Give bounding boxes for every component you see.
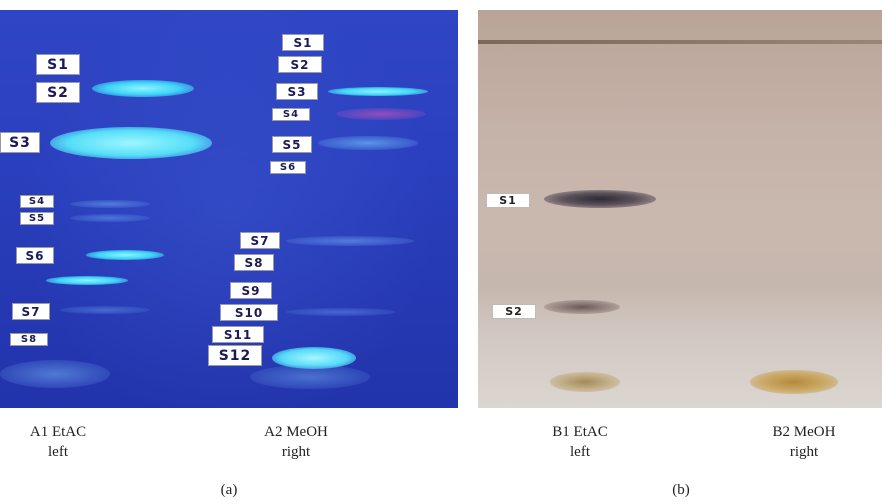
spot-a2-s5 bbox=[318, 136, 418, 150]
tlc-plate-b: S1 S2 bbox=[478, 10, 882, 408]
label-a2-s12: S12 bbox=[208, 345, 262, 366]
caption-b2-line2: right bbox=[789, 444, 819, 460]
caption-a2: A2 MeOH right bbox=[246, 422, 346, 462]
label-a2-s9: S9 bbox=[230, 282, 272, 299]
label-a2-s8: S8 bbox=[234, 254, 274, 271]
label-a1-s7: S7 bbox=[12, 303, 50, 320]
label-a2-s7: S7 bbox=[240, 232, 280, 249]
spot-b2-origin bbox=[750, 370, 838, 394]
caption-b2-line1: B2 MeOH bbox=[772, 424, 836, 440]
label-a2-s3: S3 bbox=[276, 83, 318, 100]
spot-a2-s12 bbox=[272, 347, 356, 369]
label-a1-s8: S8 bbox=[10, 333, 48, 346]
spot-a2-origin bbox=[250, 365, 370, 389]
label-a1-s6: S6 bbox=[16, 247, 54, 264]
caption-a1-line1: A1 EtAC bbox=[29, 424, 87, 440]
label-a2-s6: S6 bbox=[270, 161, 306, 174]
caption-b1-line2: left bbox=[570, 444, 590, 460]
caption-b2: B2 MeOH right bbox=[754, 422, 854, 462]
spot-a2-s4 bbox=[336, 108, 426, 120]
spot-a1-s2 bbox=[92, 80, 194, 97]
label-a2-s2: S2 bbox=[278, 56, 322, 73]
label-a2-s4: S4 bbox=[272, 108, 310, 121]
subfigure-label-a: (a) bbox=[220, 482, 238, 498]
caption-a2-line1: A2 MeOH bbox=[264, 424, 328, 440]
label-b-s2: S2 bbox=[492, 304, 536, 319]
spot-a1-s6 bbox=[86, 250, 164, 260]
spot-a2-s3 bbox=[328, 87, 428, 96]
spot-a1-s6b bbox=[46, 276, 128, 285]
spot-a2-s10 bbox=[286, 308, 396, 316]
spot-a1-s4 bbox=[70, 200, 150, 208]
spot-a1-s3 bbox=[50, 127, 212, 159]
spot-b1-s1 bbox=[544, 190, 656, 208]
label-b-s1: S1 bbox=[486, 193, 530, 208]
spot-a2-s7 bbox=[286, 236, 414, 246]
tlc-plate-a: S1 S2 S3 S4 S5 S6 S7 S8 S1 S2 S3 S4 S5 S… bbox=[0, 10, 458, 408]
caption-a1-line2: left bbox=[48, 444, 68, 460]
spot-a1-s5 bbox=[70, 214, 150, 222]
caption-a2-line2: right bbox=[281, 444, 311, 460]
subfigure-label-b: (b) bbox=[672, 482, 690, 498]
caption-a1: A1 EtAC left bbox=[8, 422, 108, 462]
spot-b1-s2 bbox=[544, 300, 620, 314]
caption-b1: B1 EtAC left bbox=[530, 422, 630, 462]
solvent-front-line bbox=[478, 40, 882, 44]
label-a1-s5: S5 bbox=[20, 212, 54, 225]
label-a2-s11: S11 bbox=[212, 326, 264, 343]
caption-b1-line1: B1 EtAC bbox=[552, 424, 608, 440]
spot-a1-origin bbox=[0, 360, 110, 388]
spot-b1-origin bbox=[550, 372, 620, 392]
label-a1-s4: S4 bbox=[20, 195, 54, 208]
label-a1-s1: S1 bbox=[36, 54, 80, 75]
label-a1-s2: S2 bbox=[36, 82, 80, 103]
label-a2-s1: S1 bbox=[282, 34, 324, 51]
label-a2-s10: S10 bbox=[220, 304, 278, 321]
label-a2-s5: S5 bbox=[272, 136, 312, 153]
spot-a1-s7 bbox=[60, 306, 150, 314]
label-a1-s3: S3 bbox=[0, 132, 40, 153]
